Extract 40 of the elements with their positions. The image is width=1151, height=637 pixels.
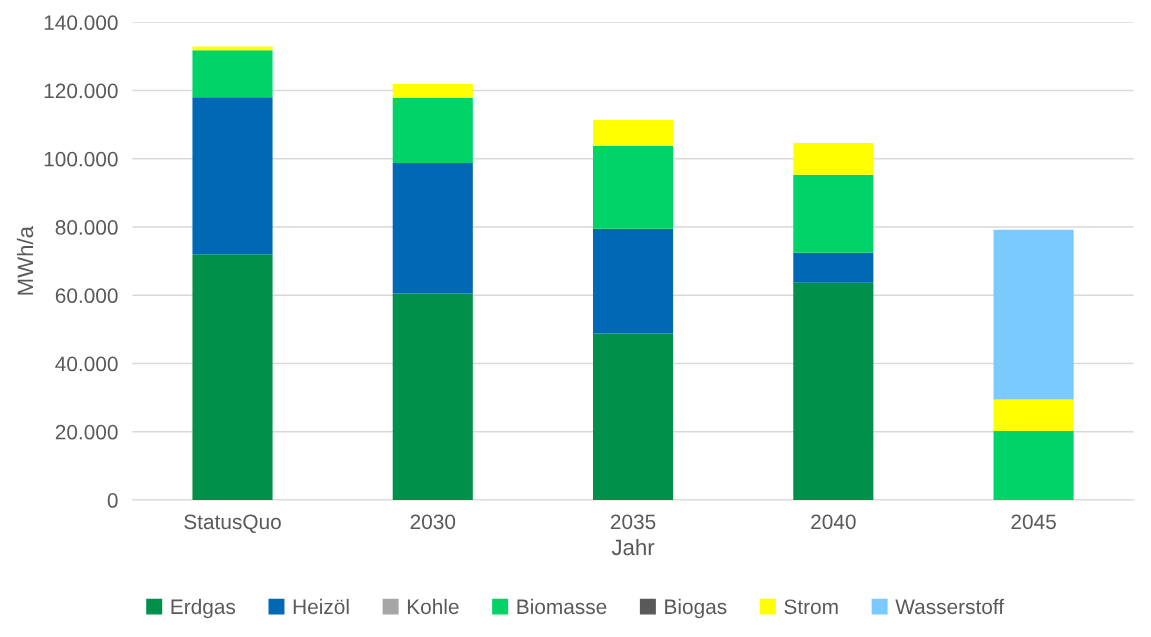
legend-label: Biogas [665, 598, 727, 619]
bar [192, 97, 273, 255]
y-tick-label: 0 [107, 493, 118, 508]
bar [993, 431, 1074, 501]
y-tick-label: 20.000 [55, 424, 118, 440]
bar [192, 254, 273, 501]
bar [593, 119, 674, 146]
bar [793, 143, 874, 175]
bar [392, 98, 473, 163]
bar [793, 252, 874, 283]
bar [192, 50, 273, 98]
legend-label: Strom [784, 599, 838, 615]
y-tick-label: 80.000 [55, 220, 118, 235]
x-tick-label: 2040 [811, 514, 856, 530]
x-tick-label: StatusQuo [184, 514, 281, 533]
y-tick-label: 40.000 [55, 356, 118, 372]
legend-label: Kohle [407, 598, 459, 615]
y-axis-title: MWh/a [16, 225, 34, 295]
bar [392, 162, 473, 294]
x-axis-title: Jahr [611, 538, 655, 556]
x-tick-label: 2030 [410, 514, 456, 530]
bar [993, 229, 1074, 400]
bar [593, 333, 674, 501]
bar [793, 174, 874, 253]
y-tick-label: 100.000 [44, 151, 118, 167]
bar [392, 293, 473, 501]
legend-label: Heizöl [293, 598, 349, 615]
y-tick-label: 140.000 [44, 15, 118, 31]
legend-label: Erdgas [171, 598, 236, 619]
x-tick-label: 2045 [1011, 514, 1056, 530]
bar [993, 399, 1074, 432]
bar [593, 145, 674, 229]
legend-label: Biomasse [517, 598, 607, 615]
y-tick-label: 60.000 [55, 288, 118, 304]
legend-label: Wasserstoff [895, 598, 1005, 615]
bar [593, 228, 674, 334]
bar [392, 84, 473, 99]
y-tick-label: 120.000 [44, 83, 118, 99]
bar [793, 282, 874, 501]
x-tick-label: 2035 [610, 514, 656, 530]
